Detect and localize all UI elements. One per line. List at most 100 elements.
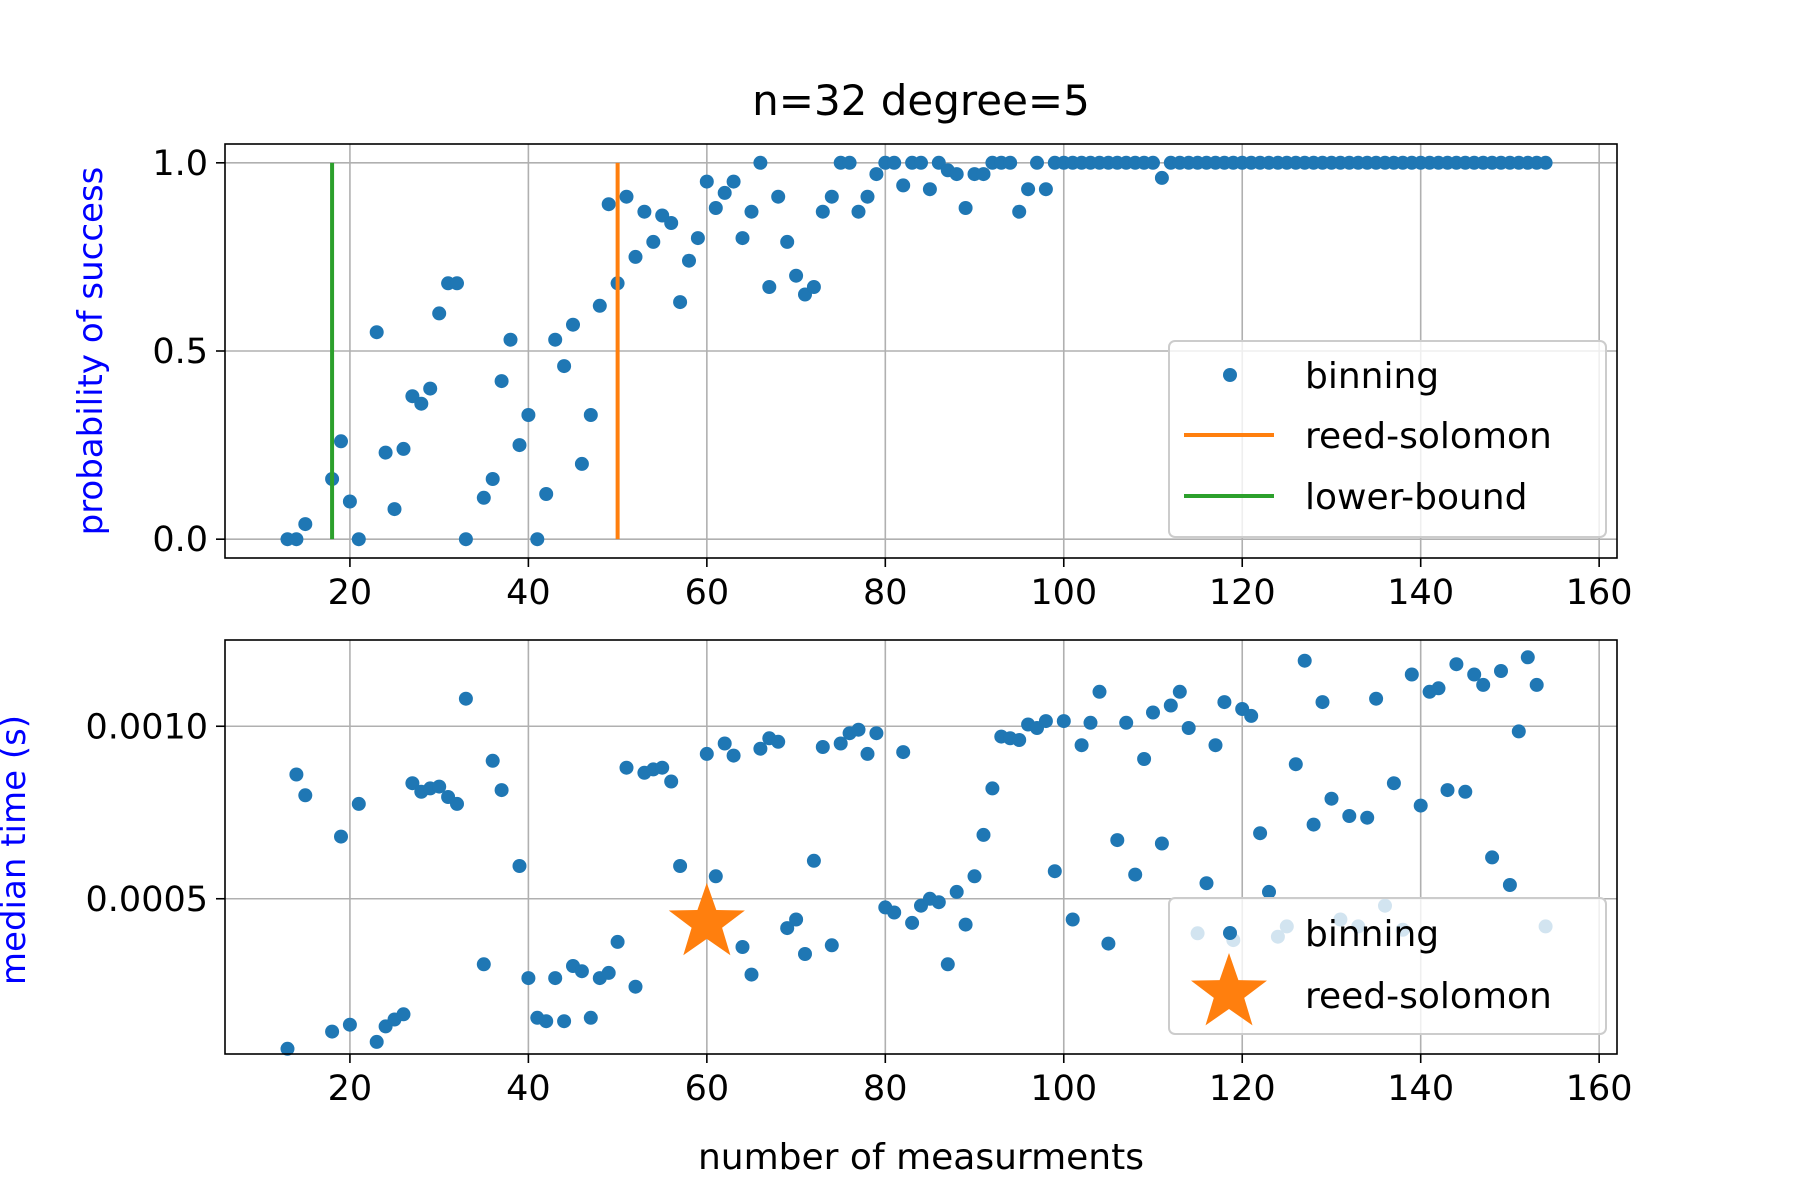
bottom-binning-point xyxy=(967,869,982,884)
top-binning-point xyxy=(699,174,714,189)
bottom-binning-point xyxy=(753,741,768,756)
bottom-reed-solomon-star xyxy=(668,882,745,956)
top-binning-point xyxy=(887,155,902,170)
bottom-binning-point xyxy=(1324,791,1339,806)
bottom-binning-point xyxy=(557,1014,572,1029)
top-binning-point xyxy=(512,438,527,453)
bottom-binning-point xyxy=(1449,657,1464,672)
bottom-binning-point xyxy=(1413,798,1428,813)
bottom-binning-point xyxy=(806,853,821,868)
bottom-binning-point xyxy=(1181,721,1196,735)
bottom-binning-point xyxy=(833,736,848,751)
bottom-binning-point xyxy=(1476,677,1491,692)
top-binning-point xyxy=(646,234,661,249)
top-legend-lower-bound-label: lower-bound xyxy=(1305,477,1527,518)
top-binning-point xyxy=(351,532,366,547)
bottom-binning-point xyxy=(601,965,616,980)
bottom-binning-point xyxy=(1101,936,1116,951)
top-binning-point xyxy=(583,408,598,422)
top-legend-reed-solomon-label: reed-solomon xyxy=(1305,416,1552,457)
top-xticks: 20 40 60 80 100 120 140 160 xyxy=(328,558,1633,613)
bottom-binning-point xyxy=(860,746,875,761)
top-binning-point xyxy=(726,174,741,189)
bottom-binning-point xyxy=(1137,752,1152,766)
top-binning-point xyxy=(780,234,795,249)
bottom-binning-point xyxy=(539,1014,554,1029)
top-binning-point xyxy=(771,189,786,204)
top-legend: binning reed-solomon lower-bound xyxy=(1168,340,1607,538)
top-binning-point xyxy=(619,189,634,204)
bottom-binning-point xyxy=(1404,667,1419,682)
top-binning-point xyxy=(1012,204,1027,219)
top-binning-point xyxy=(673,295,688,310)
bottom-binning-point xyxy=(851,722,866,737)
top-binning-point xyxy=(414,396,429,411)
bottom-binning-point xyxy=(815,740,830,754)
bottom-binning-point xyxy=(476,957,491,972)
top-xtick-label: 80 xyxy=(863,573,908,613)
bottom-binning-point xyxy=(396,1007,411,1022)
top-xtick-label: 140 xyxy=(1387,573,1454,613)
top-binning-point xyxy=(914,155,928,170)
top-binning-point xyxy=(539,487,554,501)
bottom-binning-point xyxy=(780,921,795,936)
bottom-binning-point xyxy=(574,964,589,979)
bottom-xtick-label: 140 xyxy=(1387,1069,1454,1109)
top-binning-point xyxy=(1038,182,1053,197)
bottom-binning-point xyxy=(1154,836,1169,851)
bottom-binning-point xyxy=(1511,724,1526,739)
top-binning-point xyxy=(342,494,357,509)
top-binning-point xyxy=(423,381,438,396)
bottom-binning-point xyxy=(789,912,804,927)
bottom-binning-point xyxy=(280,1041,295,1056)
top-binning-point xyxy=(824,189,839,204)
bottom-binning-point xyxy=(905,915,920,930)
top-binning-point xyxy=(1154,170,1169,185)
bottom-xtick-label: 80 xyxy=(863,1069,908,1109)
top-binning-point xyxy=(869,167,884,182)
top-binning-point xyxy=(521,408,536,422)
bottom-binning-point xyxy=(771,734,786,749)
top-binning-point xyxy=(744,204,759,219)
bottom-binning-point xyxy=(1297,653,1312,668)
top-binning-point xyxy=(860,189,875,204)
top-series xyxy=(280,155,1553,547)
bottom-binning-point xyxy=(512,859,527,873)
x-axis-label: number of measurments xyxy=(698,1137,1144,1178)
bottom-binning-point xyxy=(1431,681,1446,696)
bottom-binning-point xyxy=(869,726,884,741)
top-xtick-label: 20 xyxy=(328,573,373,613)
bottom-binning-point xyxy=(824,938,839,953)
bottom-binning-point xyxy=(1315,695,1330,710)
top-binning-point xyxy=(628,249,643,264)
chart-title: n=32 degree=5 xyxy=(752,76,1090,125)
bottom-xtick-label: 20 xyxy=(328,1069,373,1109)
top-binning-point xyxy=(690,231,705,246)
top-binning-point xyxy=(548,332,563,347)
top-binning-point xyxy=(789,268,804,283)
top-binning-point xyxy=(958,201,973,215)
bottom-binning-point xyxy=(735,940,750,954)
bottom-binning-point xyxy=(1110,833,1125,848)
top-xtick-label: 100 xyxy=(1030,573,1097,613)
bottom-binning-point xyxy=(298,788,313,803)
bottom-binning-point xyxy=(548,971,563,986)
top-binning-point xyxy=(387,502,402,517)
bottom-binning-point xyxy=(655,760,670,775)
bottom-binning-point xyxy=(1172,684,1187,699)
bottom-binning-point xyxy=(1262,884,1276,899)
top-binning-point xyxy=(503,332,518,347)
bottom-legend-reed-solomon-label: reed-solomon xyxy=(1305,976,1552,1017)
bottom-binning-point xyxy=(458,691,473,706)
bottom-binning-point xyxy=(1342,809,1357,823)
bottom-binning-point xyxy=(699,746,714,761)
bottom-axes-frame xyxy=(224,639,1618,1055)
top-binning-point xyxy=(566,317,580,332)
bottom-binning-point xyxy=(1440,783,1455,798)
bottom-legend-reed-solomon-star xyxy=(1191,953,1267,1026)
top-binning-point xyxy=(369,325,384,340)
bottom-binning-point xyxy=(405,776,420,791)
bottom-ytick-label: 0.0005 xyxy=(86,880,208,920)
top-binning-point xyxy=(432,306,447,321)
bottom-xtick-label: 60 xyxy=(685,1069,730,1109)
